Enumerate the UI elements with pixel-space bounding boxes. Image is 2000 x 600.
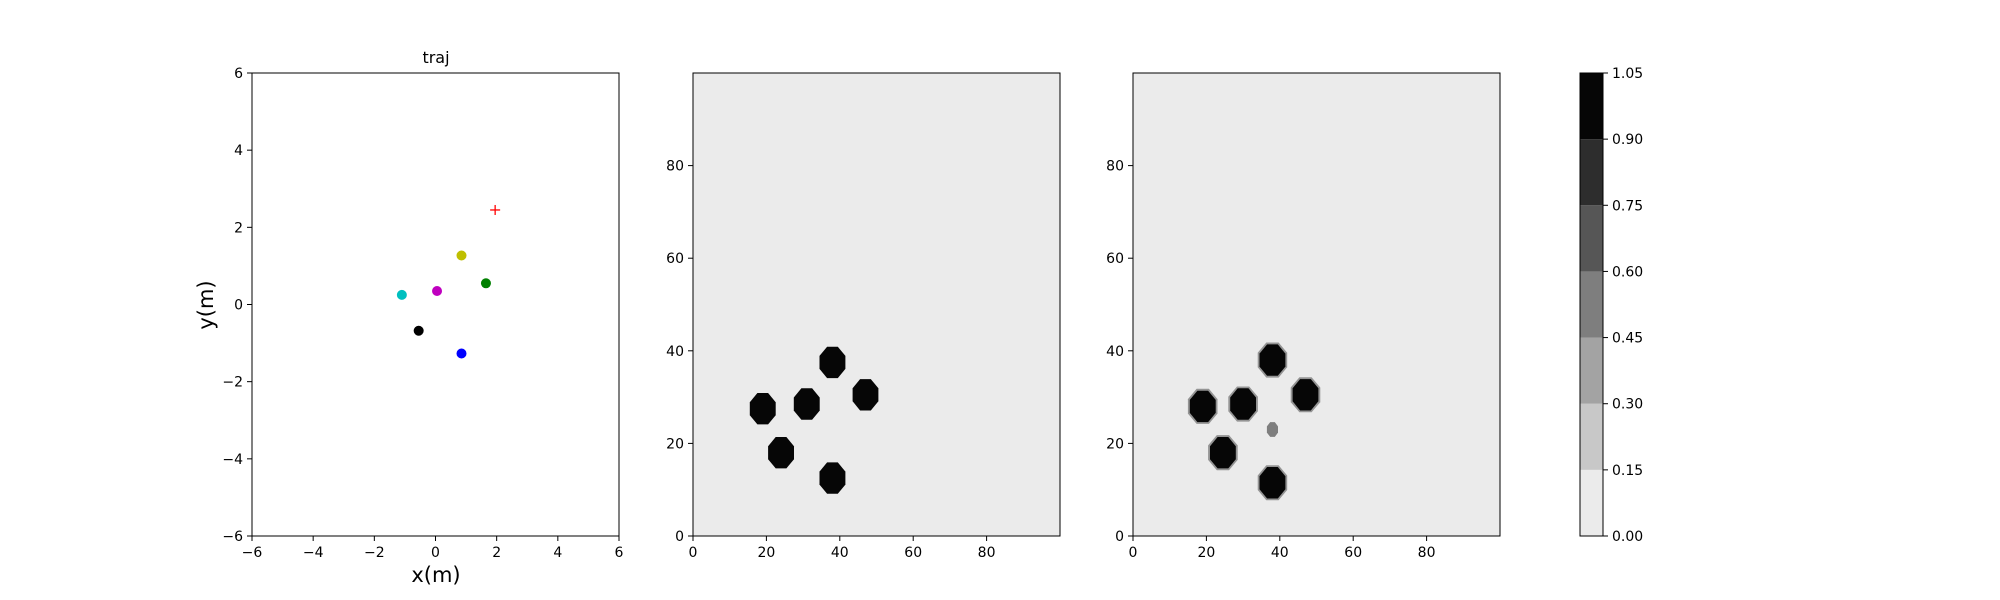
heatmap-2-marks [1187, 342, 1321, 501]
traj-y-tick-label: 6 [234, 66, 243, 82]
traj-frame [251, 72, 620, 537]
heatmap-2-y-ticks: 0 20 40 60 80 [1106, 159, 1133, 545]
colorbar-tick-label: 0.60 [1612, 264, 1643, 280]
colorbar-segment [1580, 73, 1603, 140]
heatmap-2-y-tick-label: 20 [1106, 436, 1124, 452]
heatmap-1-y-tick-label: 60 [666, 251, 684, 267]
traj-x-tick-label: 6 [615, 545, 624, 561]
agent-point [456, 250, 467, 261]
heatmap-1-x-tick-label: 0 [689, 545, 698, 561]
heatmap-1-x-ticks: 0 20 40 60 80 [689, 536, 996, 561]
density-blob [1210, 437, 1236, 469]
traj-x-tick-label: −2 [364, 545, 385, 561]
traj-x-tick-label: −6 [242, 545, 263, 561]
colorbar-tick-label: 0.90 [1612, 132, 1643, 148]
heatmap-1-x-tick-label: 20 [757, 545, 775, 561]
agent-point [432, 285, 443, 296]
agent-point [480, 278, 491, 289]
colorbar-tick-label: 0.00 [1612, 529, 1643, 545]
agent-point [396, 289, 407, 300]
traj-y-tick-label: 4 [234, 143, 243, 159]
heatmap-2-panel: 0 20 40 60 80 0 20 40 60 80 [1106, 72, 1501, 561]
heatmap-1-x-tick-label: 60 [904, 545, 922, 561]
traj-x-tick-label: 4 [553, 545, 562, 561]
traj-y-tick-label: 0 [234, 298, 243, 314]
traj-x-label: x(m) [411, 563, 460, 587]
target-marker [490, 204, 501, 215]
heatmap-1-background [693, 73, 1060, 536]
heatmap-2-x-tick-label: 40 [1271, 545, 1289, 561]
heatmap-2-y-tick-label: 80 [1106, 159, 1124, 175]
colorbar-frame [1579, 72, 1604, 537]
heatmap-1-panel: 0 20 40 60 80 0 20 40 60 80 [666, 72, 1061, 561]
density-blob [749, 393, 776, 425]
density-blob [1266, 422, 1278, 437]
heatmap-1-frame [692, 72, 1061, 537]
traj-plot-area [252, 73, 619, 536]
colorbar-tick-label: 0.30 [1612, 397, 1643, 413]
colorbar-segment [1580, 271, 1603, 338]
traj-y-tick-label: −6 [222, 529, 243, 545]
traj-x-ticks: −6 −4 −2 0 2 4 6 [242, 536, 624, 561]
traj-marks [396, 204, 501, 359]
heatmap-2-x-tick-label: 20 [1197, 545, 1215, 561]
agent-point [413, 325, 424, 336]
colorbar-segment [1580, 139, 1603, 206]
colorbar-segment [1580, 205, 1603, 272]
density-blob [819, 462, 846, 494]
colorbar-tick-label: 0.45 [1612, 331, 1643, 347]
traj-x-tick-label: −4 [303, 545, 324, 561]
traj-y-tick-label: −2 [222, 375, 243, 391]
heatmap-2-y-tick-label: 0 [1115, 529, 1124, 545]
density-blob [1259, 344, 1286, 376]
heatmap-1-y-ticks: 0 20 40 60 80 [666, 159, 693, 545]
traj-y-ticks: −6 −4 −2 0 2 4 6 [222, 66, 252, 545]
traj-x-tick-label: 0 [431, 545, 440, 561]
colorbar-segment [1580, 337, 1603, 404]
density-blob [1230, 388, 1256, 420]
colorbar-segments [1580, 73, 1603, 536]
heatmap-1-y-tick-label: 0 [675, 529, 684, 545]
heatmap-1-y-tick-label: 40 [666, 344, 684, 360]
heatmap-2-x-ticks: 0 20 40 60 80 [1129, 536, 1436, 561]
traj-x-tick-label: 2 [492, 545, 501, 561]
heatmap-2-background [1133, 73, 1500, 536]
heatmap-2-y-tick-label: 60 [1106, 251, 1124, 267]
traj-title: traj [422, 48, 449, 67]
heatmap-2-frame [1132, 72, 1501, 537]
heatmap-2-x-tick-label: 80 [1418, 545, 1436, 561]
heatmap-1-x-tick-label: 40 [831, 545, 849, 561]
heatmap-1-marks [749, 346, 879, 494]
traj-panel: traj −6 −4 −2 0 2 4 6 −6 −4 −2 0 2 4 6 x(m) y(m) [194, 48, 624, 587]
heatmap-1-y-tick-label: 80 [666, 159, 684, 175]
colorbar-ticks: 0.00 0.15 0.30 0.45 0.60 0.75 0.90 1.05 [1603, 66, 1643, 545]
heatmap-1-y-tick-label: 20 [666, 436, 684, 452]
density-blob [1259, 467, 1286, 499]
density-blob [1292, 379, 1319, 411]
heatmap-2-x-tick-label: 0 [1129, 545, 1138, 561]
colorbar-tick-label: 0.75 [1612, 198, 1643, 214]
density-blob [768, 437, 794, 469]
heatmap-1-x-tick-label: 80 [978, 545, 996, 561]
density-blob [819, 346, 846, 379]
colorbar-segment [1580, 469, 1603, 536]
colorbar: 0.00 0.15 0.30 0.45 0.60 0.75 0.90 1.05 [1579, 66, 1643, 545]
traj-y-tick-label: 2 [234, 220, 243, 236]
density-blob [852, 379, 879, 411]
traj-y-tick-label: −4 [222, 452, 243, 468]
agent-point [456, 348, 467, 359]
heatmap-2-y-tick-label: 40 [1106, 344, 1124, 360]
colorbar-tick-label: 0.15 [1612, 463, 1643, 479]
colorbar-segment [1580, 403, 1603, 470]
colorbar-tick-label: 1.05 [1612, 66, 1643, 82]
heatmap-2-x-tick-label: 60 [1344, 545, 1362, 561]
density-blob [1189, 390, 1216, 423]
traj-y-label: y(m) [194, 280, 218, 329]
density-blob [793, 388, 820, 420]
